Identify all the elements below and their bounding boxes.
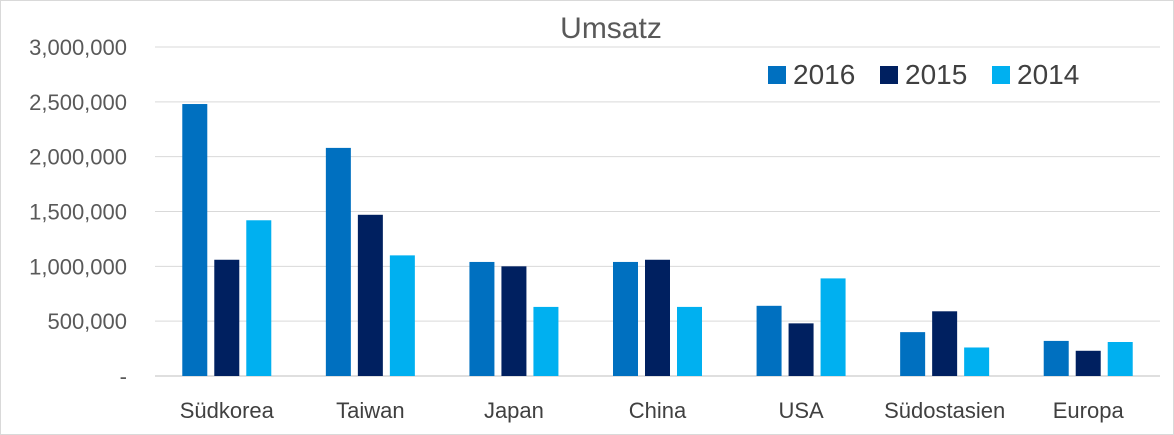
bar-2015 bbox=[214, 259, 240, 376]
bar-2015 bbox=[788, 323, 814, 376]
bar-2016 bbox=[1043, 340, 1069, 376]
bar-2016 bbox=[900, 332, 926, 376]
x-category-label: China bbox=[629, 398, 687, 423]
bar-2016 bbox=[756, 305, 782, 376]
y-tick-label: 1,000,000 bbox=[29, 254, 127, 279]
bar-2014 bbox=[964, 347, 990, 376]
bar-2016 bbox=[469, 261, 495, 376]
x-category-label: Japan bbox=[484, 398, 544, 423]
bars bbox=[182, 104, 1133, 376]
x-category-label: USA bbox=[778, 398, 824, 423]
y-tick-label: - bbox=[120, 364, 127, 389]
bar-2014 bbox=[389, 255, 415, 376]
legend-label: 2015 bbox=[905, 59, 967, 90]
bar-2014 bbox=[1107, 342, 1133, 376]
legend-label: 2016 bbox=[793, 59, 855, 90]
bar-2014 bbox=[246, 220, 272, 376]
legend: 2016 2015 2014 bbox=[768, 59, 1079, 90]
y-axis-labels: - 500,000 1,000,000 1,500,000 2,000,000 2,500… bbox=[29, 35, 127, 389]
bar-2016 bbox=[325, 147, 351, 376]
x-axis-labels: Südkorea Taiwan Japan China USA Südostasien Eu… bbox=[180, 398, 1125, 423]
legend-swatch-2016 bbox=[768, 66, 786, 84]
bar-2014 bbox=[820, 278, 846, 376]
y-tick-label: 500,000 bbox=[47, 309, 127, 334]
legend-swatch-2015 bbox=[880, 66, 898, 84]
bar-2015 bbox=[645, 259, 670, 376]
y-tick-label: 2,500,000 bbox=[29, 90, 127, 115]
x-category-label: Südostasien bbox=[884, 398, 1005, 423]
bar-2016 bbox=[182, 104, 208, 376]
legend-label: 2014 bbox=[1017, 59, 1079, 90]
chart-title: Umsatz bbox=[560, 12, 662, 45]
x-category-label: Europa bbox=[1053, 398, 1125, 423]
bar-2015 bbox=[1075, 350, 1101, 376]
bar-2015 bbox=[501, 266, 527, 376]
bar-2016 bbox=[613, 261, 638, 376]
bar-2015 bbox=[357, 214, 383, 376]
bar-2014 bbox=[677, 306, 702, 376]
legend-swatch-2014 bbox=[992, 66, 1010, 84]
bar-2014 bbox=[533, 306, 559, 376]
y-tick-label: 3,000,000 bbox=[29, 35, 127, 60]
y-tick-label: 2,000,000 bbox=[29, 145, 127, 170]
y-tick-label: 1,500,000 bbox=[29, 200, 127, 225]
x-category-label: Taiwan bbox=[336, 398, 404, 423]
x-category-label: Südkorea bbox=[180, 398, 275, 423]
bar-2015 bbox=[932, 311, 958, 376]
